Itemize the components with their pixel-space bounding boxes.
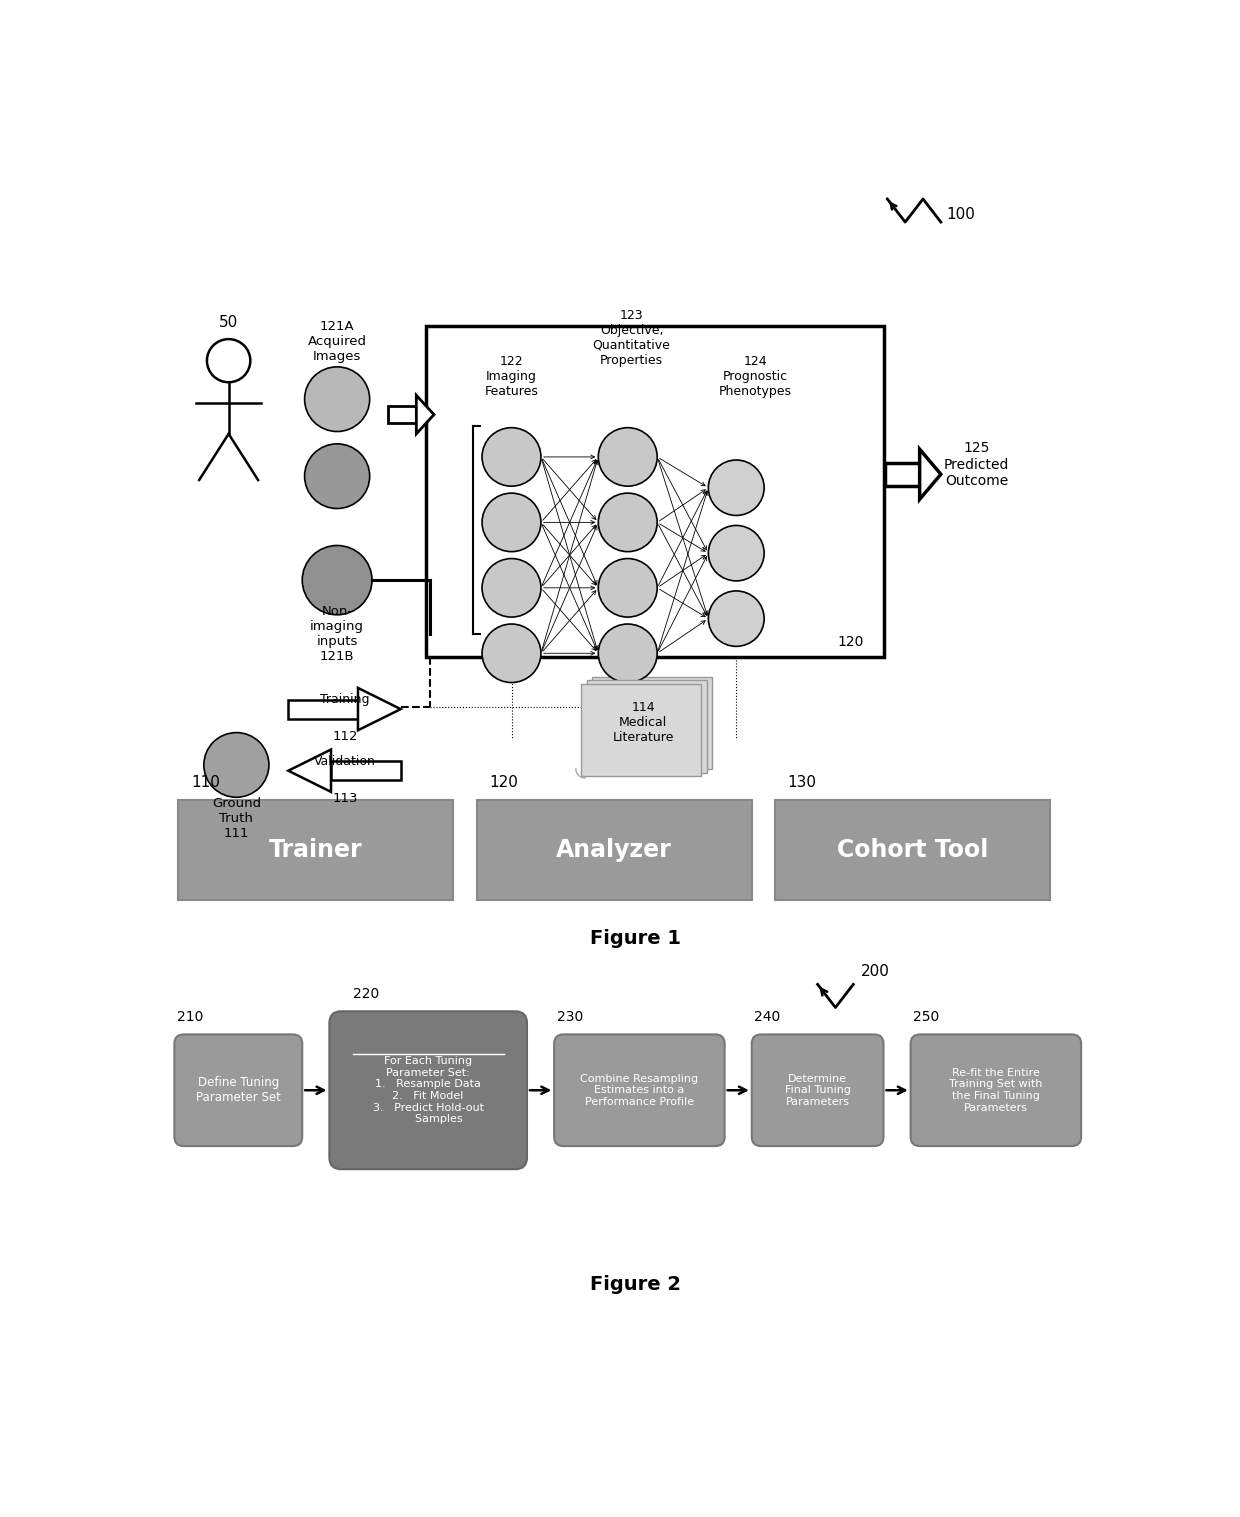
Bar (775, 799, 1050, 900)
Text: 123
Objective,
Quantitative
Properties: 123 Objective, Quantitative Properties (593, 308, 671, 367)
Text: Figure 2: Figure 2 (590, 1276, 681, 1294)
Text: 124
Prognostic
Phenotypes: 124 Prognostic Phenotypes (719, 355, 792, 397)
Text: Combine Resampling
Estimates into a
Performance Profile: Combine Resampling Estimates into a Perf… (580, 1074, 698, 1107)
Circle shape (482, 623, 541, 683)
Bar (331, 762, 401, 780)
Circle shape (708, 592, 764, 646)
Circle shape (482, 493, 541, 552)
Text: Ground
Truth
111: Ground Truth 111 (212, 798, 260, 840)
Text: Analyzer: Analyzer (557, 837, 672, 862)
Bar (427, 326, 883, 657)
Text: Trainer: Trainer (269, 837, 362, 862)
Circle shape (305, 367, 370, 431)
Circle shape (708, 460, 764, 516)
Polygon shape (358, 687, 401, 730)
Polygon shape (920, 449, 941, 499)
Bar (591, 677, 712, 769)
Text: For Each Tuning
Parameter Set:
1.   Resample Data
2.   Fit Model
3.   Predict Ho: For Each Tuning Parameter Set: 1. Resamp… (373, 1056, 484, 1124)
Text: 114
Medical
Literature: 114 Medical Literature (613, 701, 673, 743)
Bar (885, 463, 920, 485)
Text: Non-
imaging
inputs
121B: Non- imaging inputs 121B (310, 605, 365, 663)
FancyBboxPatch shape (175, 1035, 303, 1145)
Text: 130: 130 (787, 775, 817, 790)
Circle shape (598, 558, 657, 617)
Bar (288, 699, 358, 719)
Text: Training: Training (320, 693, 370, 705)
Text: 120: 120 (490, 775, 518, 790)
Text: 200: 200 (862, 963, 890, 978)
Text: 121A
Acquired
Images: 121A Acquired Images (308, 320, 367, 363)
Bar (387, 407, 417, 423)
Polygon shape (288, 749, 331, 792)
FancyBboxPatch shape (554, 1035, 724, 1145)
Text: Cohort Tool: Cohort Tool (837, 837, 988, 862)
Text: 220: 220 (352, 988, 379, 1001)
Text: 250: 250 (913, 1010, 939, 1024)
Circle shape (482, 558, 541, 617)
Bar (179, 799, 454, 900)
Text: 122
Imaging
Features: 122 Imaging Features (485, 355, 538, 397)
Text: Validation: Validation (314, 754, 376, 768)
Text: 230: 230 (557, 1010, 583, 1024)
Text: 210: 210 (176, 1010, 203, 1024)
Text: 240: 240 (754, 1010, 780, 1024)
Text: 113: 113 (332, 792, 357, 804)
Bar (587, 680, 707, 772)
Circle shape (203, 733, 269, 798)
Text: Re-fit the Entire
Training Set with
the Final Tuning
Parameters: Re-fit the Entire Training Set with the … (949, 1068, 1043, 1112)
Circle shape (207, 340, 250, 382)
Bar (476, 799, 751, 900)
Text: Figure 1: Figure 1 (590, 928, 681, 948)
Circle shape (305, 444, 370, 508)
Bar (582, 684, 702, 777)
Text: 100: 100 (946, 206, 976, 221)
Text: 112: 112 (332, 730, 357, 743)
Circle shape (303, 546, 372, 614)
Circle shape (708, 525, 764, 581)
FancyBboxPatch shape (910, 1035, 1081, 1145)
Text: 120: 120 (838, 634, 864, 649)
FancyBboxPatch shape (751, 1035, 883, 1145)
Circle shape (598, 623, 657, 683)
Circle shape (598, 428, 657, 485)
Polygon shape (417, 396, 434, 434)
Circle shape (598, 493, 657, 552)
Text: 110: 110 (191, 775, 219, 790)
FancyBboxPatch shape (330, 1012, 527, 1170)
Text: Determine
Final Tuning
Parameters: Determine Final Tuning Parameters (785, 1074, 851, 1107)
Text: Define Tuning
Parameter Set: Define Tuning Parameter Set (196, 1076, 280, 1104)
Circle shape (482, 428, 541, 485)
Text: 125
Predicted
Outcome: 125 Predicted Outcome (944, 441, 1009, 488)
Text: 50: 50 (219, 314, 238, 329)
